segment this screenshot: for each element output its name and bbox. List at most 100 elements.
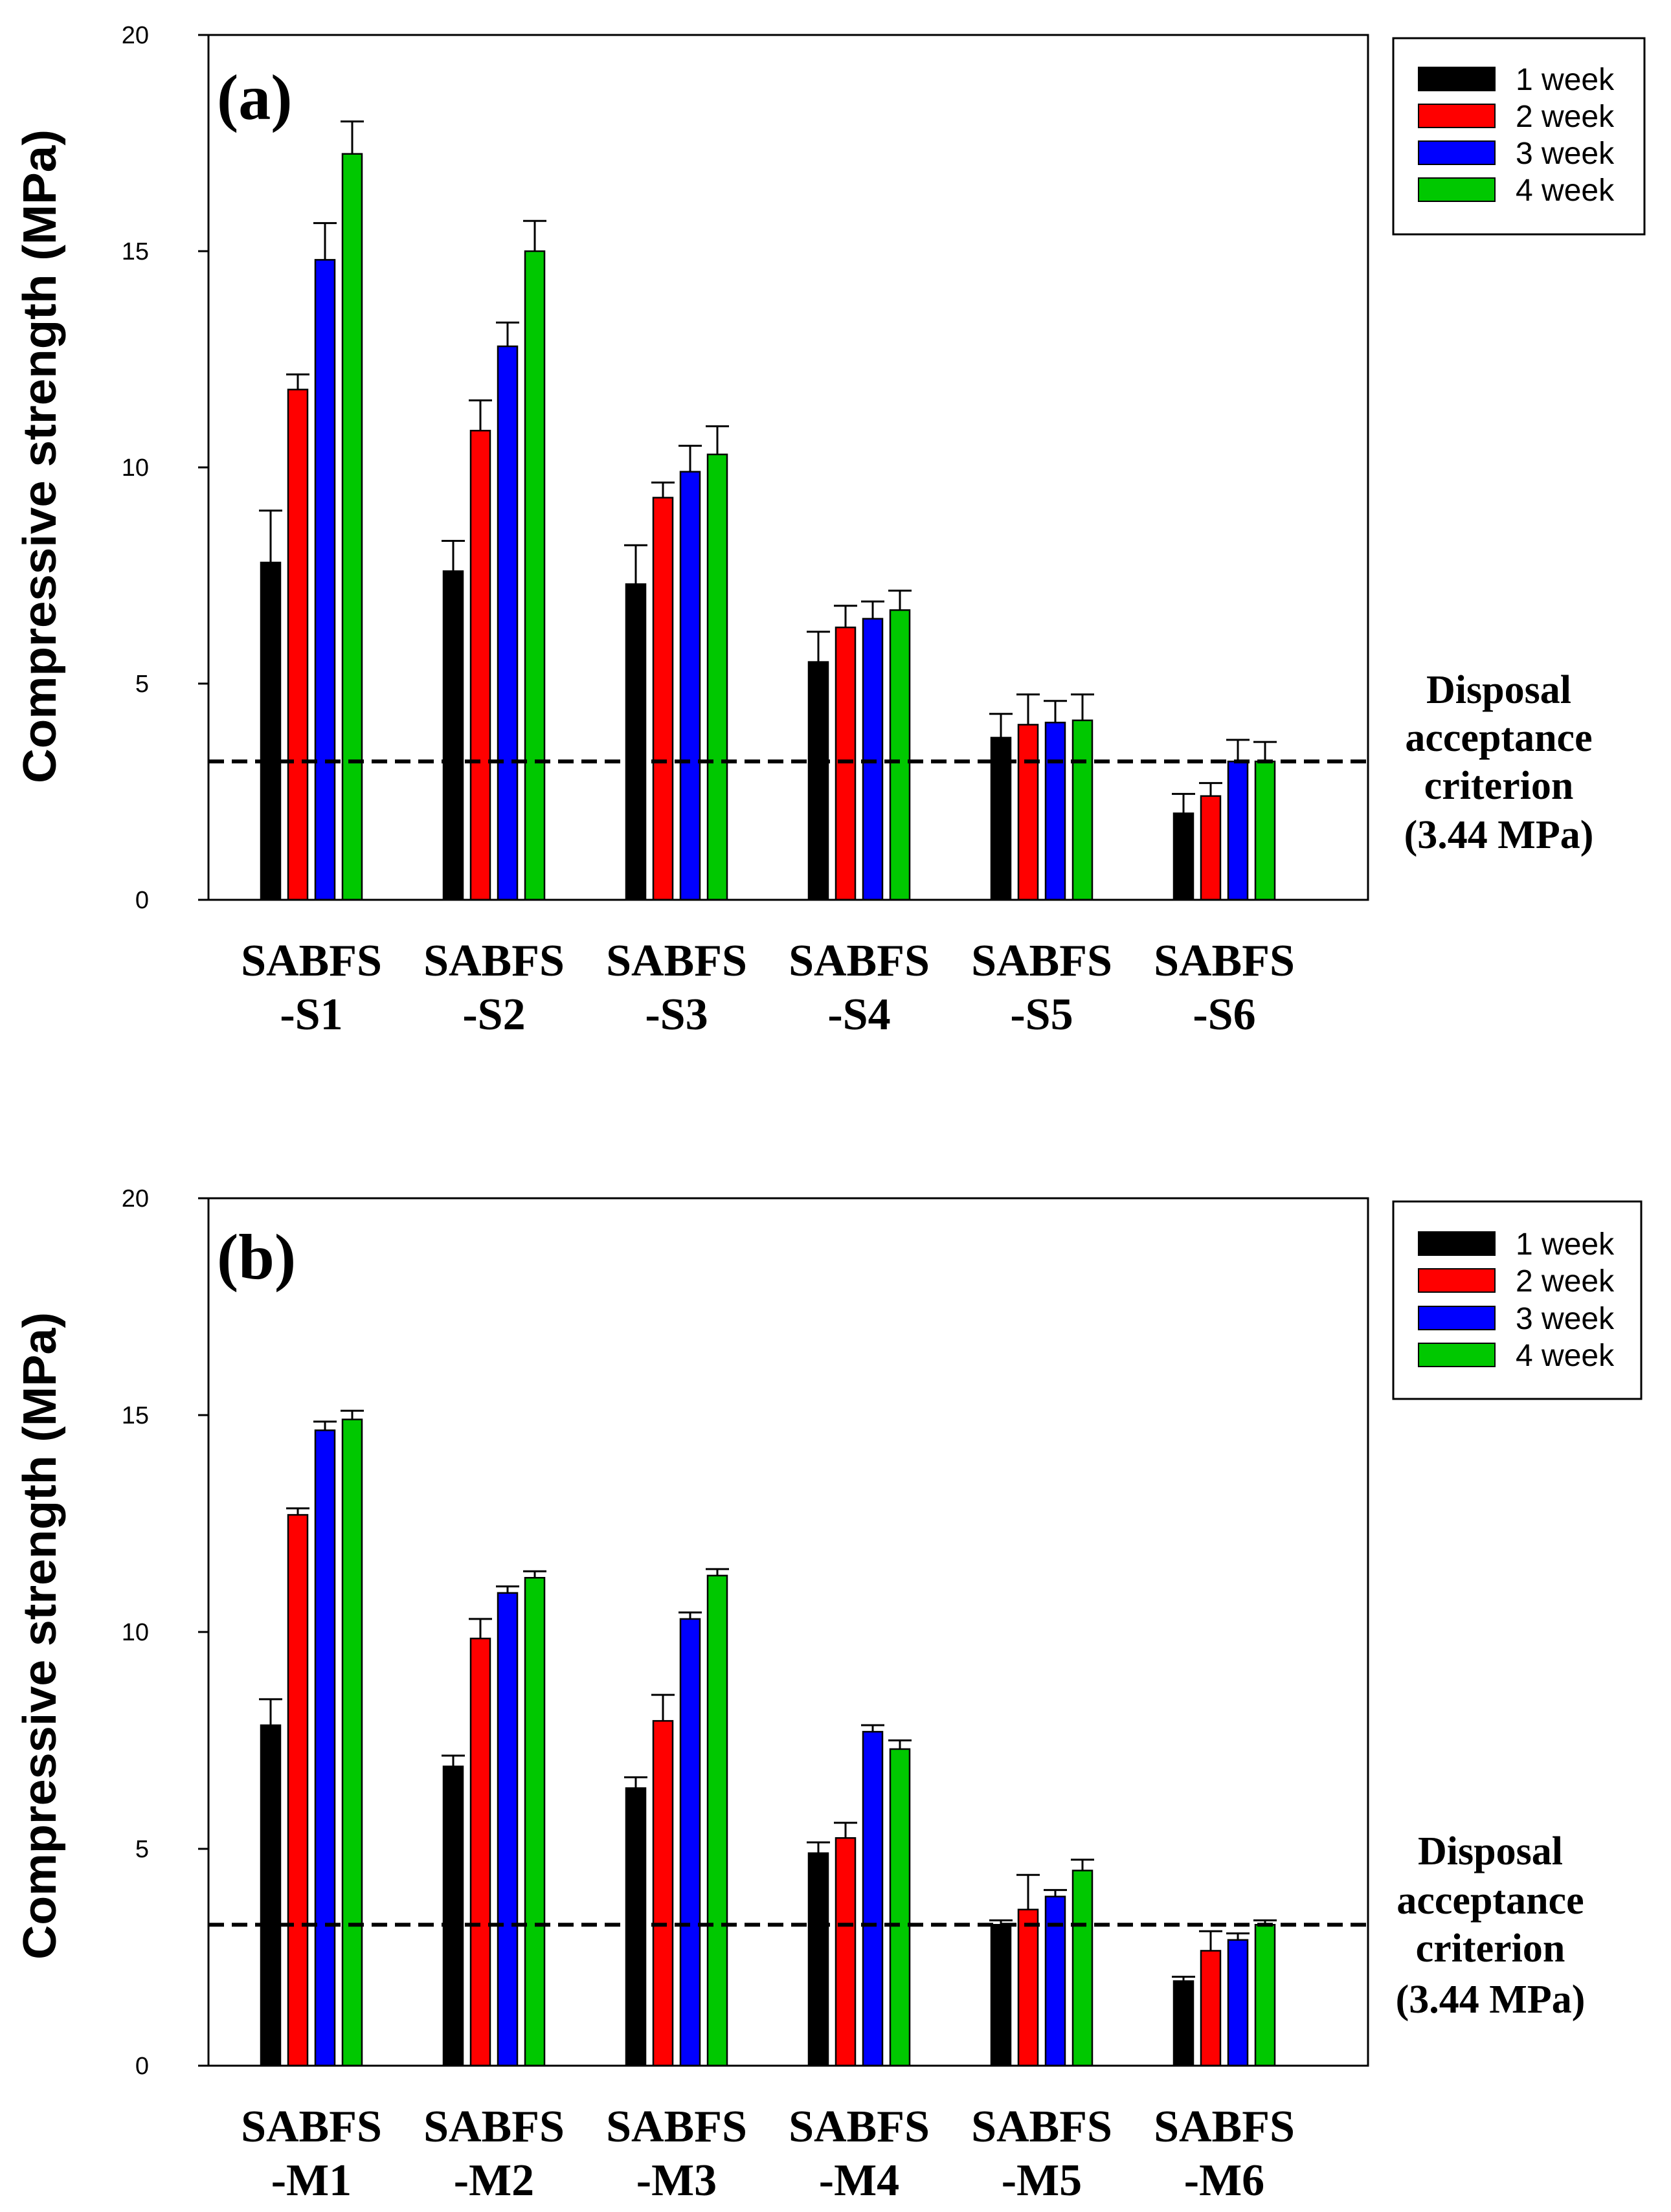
bar-sabfs-s1-3-week [314, 259, 336, 901]
bar-sabfs-m2-3-week [497, 1592, 519, 2067]
bar-sabfs-s3-3-week [679, 471, 701, 901]
category-label-sabfs-m2-line-2: -M2 [454, 2156, 534, 2206]
category-label-sabfs-s4-line-1: SABFS [789, 936, 930, 986]
category-label-sabfs-m5-line-2: -M5 [1002, 2156, 1082, 2206]
bar-sabfs-s2-2-week [469, 429, 491, 901]
bar-sabfs-s6-1-week [1172, 812, 1194, 901]
panel-a-legend: 1 week 2 week 3 week 4 week [1392, 37, 1646, 236]
panel-a-y-tick-label-10: 10 [122, 454, 149, 482]
panel-b-y-axis-label: Compressive strength (MPa) [14, 1312, 66, 1960]
bar-sabfs-s5-2-week [1017, 724, 1039, 901]
panel-a-legend-swatch-2-week [1418, 104, 1496, 128]
panel-a-criterion-text-line-1: Disposal [1426, 668, 1571, 712]
panel-a-legend-label-2-week: 2 week [1516, 100, 1615, 134]
bar-sabfs-m4-3-week [862, 1730, 884, 2067]
category-label-sabfs-s1-line-2: -S1 [280, 990, 342, 1040]
panel-b-legend: 1 week 2 week 3 week 4 week [1392, 1200, 1643, 1400]
bar-sabfs-m6-2-week [1200, 1950, 1222, 2067]
bar-sabfs-s1-1-week [260, 561, 282, 901]
bar-sabfs-s3-4-week [706, 453, 728, 901]
panel-b-legend-label-3-week: 3 week [1516, 1302, 1615, 1336]
panel-b-y-tick-label-10: 10 [122, 1619, 149, 1646]
panel-b-criterion-text-line-1: Disposal [1418, 1829, 1563, 1873]
panel-b-y-tick-label-5: 5 [135, 1836, 149, 1863]
panel-a-plot-frame [207, 34, 1369, 901]
category-label-sabfs-m2-line-1: SABFS [423, 2102, 565, 2152]
panel-a-label: (a) [217, 61, 293, 133]
panel-b-legend-label-4-week: 4 week [1516, 1339, 1615, 1373]
panel-b-criterion-text-line-4: (3.44 MPa) [1396, 1978, 1586, 2022]
panel-b-legend-swatch-2-week [1418, 1268, 1496, 1293]
bar-sabfs-m3-1-week [625, 1787, 647, 2067]
bar-sabfs-m6-1-week [1172, 1980, 1194, 2067]
bar-sabfs-m5-2-week [1017, 1908, 1039, 2067]
panel-a-y-tick-label-5: 5 [135, 671, 149, 698]
bar-sabfs-m1-3-week [314, 1429, 336, 2067]
category-label-sabfs-m1-line-1: SABFS [241, 2102, 382, 2152]
category-label-sabfs-s3-line-1: SABFS [606, 936, 747, 986]
panel-b-legend-label-1-week: 1 week [1516, 1227, 1615, 1262]
panel-a-legend-label-4-week: 4 week [1516, 173, 1615, 208]
panel-b-criterion-text-line-3: criterion [1416, 1927, 1565, 1971]
panel-b-legend-swatch-1-week [1418, 1231, 1496, 1256]
bar-sabfs-s3-2-week [652, 497, 674, 901]
panel-b-label: (b) [217, 1221, 296, 1293]
panel-a-criterion-text-line-4: (3.44 MPa) [1404, 813, 1594, 857]
panel-b-disposal-criterion-annotation: Disposal acceptance criterion (3.44 MPa) [1396, 1829, 1586, 2022]
bar-sabfs-m3-4-week [706, 1574, 728, 2067]
panel-a-marks: 05101520SABFS-S1SABFS-S2SABFS-S3SABFS-S4… [122, 22, 1368, 1040]
panel-b-plot-frame [207, 1197, 1369, 2067]
category-label-sabfs-s2-line-1: SABFS [423, 936, 565, 986]
bar-sabfs-m3-3-week [679, 1618, 701, 2067]
panel-b-marks: 05101520SABFS-M1SABFS-M2SABFS-M3SABFS-M4… [122, 1185, 1368, 2206]
category-label-sabfs-m1-line-2: -M1 [271, 2156, 352, 2206]
category-label-sabfs-s5-line-2: -S5 [1010, 990, 1073, 1040]
panel-b-legend-swatch-3-week [1418, 1306, 1496, 1330]
panel-a: 05101520SABFS-S1SABFS-S2SABFS-S3SABFS-S4… [14, 22, 1646, 1040]
category-label-sabfs-m3-line-1: SABFS [606, 2102, 747, 2152]
bar-sabfs-s5-3-week [1044, 721, 1066, 901]
bar-sabfs-s4-4-week [889, 609, 911, 901]
bar-sabfs-m2-4-week [524, 1577, 546, 2067]
panel-a-disposal-criterion-annotation: Disposal acceptance criterion (3.44 MPa) [1404, 668, 1594, 857]
bar-sabfs-s5-4-week [1071, 719, 1093, 901]
category-label-sabfs-s5-line-1: SABFS [971, 936, 1112, 986]
bar-sabfs-s6-4-week [1254, 760, 1276, 901]
panel-a-legend-label-1-week: 1 week [1516, 63, 1615, 97]
category-label-sabfs-m6-line-1: SABFS [1154, 2102, 1295, 2152]
category-label-sabfs-s6-line-1: SABFS [1154, 936, 1295, 986]
panel-b-y-tick-label-15: 15 [122, 1402, 149, 1429]
bar-sabfs-m6-4-week [1254, 1924, 1276, 2067]
panel-a-criterion-text-line-3: criterion [1424, 764, 1574, 808]
category-label-sabfs-m6-line-2: -M6 [1184, 2156, 1264, 2206]
bar-sabfs-m1-1-week [260, 1724, 282, 2067]
bar-sabfs-s3-1-week [625, 583, 647, 901]
panel-b-legend-label-2-week: 2 week [1516, 1264, 1615, 1299]
panel-a-y-tick-label-0: 0 [135, 887, 149, 914]
category-label-sabfs-m4-line-2: -M4 [819, 2156, 899, 2206]
panel-a-y-tick-label-15: 15 [122, 238, 149, 265]
bar-sabfs-s1-4-week [341, 153, 363, 901]
panel-a-criterion-text-line-2: acceptance [1405, 716, 1592, 760]
bar-sabfs-s2-3-week [497, 345, 519, 901]
bar-sabfs-s6-3-week [1227, 760, 1249, 901]
category-label-sabfs-s6-line-2: -S6 [1193, 990, 1255, 1040]
panel-a-legend-swatch-3-week [1418, 140, 1496, 165]
bar-sabfs-s5-1-week [990, 737, 1012, 901]
bar-sabfs-m5-3-week [1044, 1895, 1066, 2067]
bar-sabfs-s6-2-week [1200, 795, 1222, 901]
bar-sabfs-m4-1-week [807, 1852, 829, 2067]
panel-a-y-axis-label: Compressive strength (MPa) [14, 129, 66, 783]
panel-b-legend-swatch-4-week [1418, 1343, 1496, 1367]
bar-sabfs-s1-2-week [287, 388, 309, 901]
bar-sabfs-m2-1-week [442, 1765, 464, 2067]
panel-a-legend-swatch-1-week [1418, 67, 1496, 91]
category-label-sabfs-s3-line-2: -S3 [645, 990, 708, 1040]
panel-b-criterion-text-line-2: acceptance [1396, 1879, 1584, 1923]
category-label-sabfs-s4-line-2: -S4 [827, 990, 890, 1040]
category-label-sabfs-m3-line-2: -M3 [636, 2156, 717, 2206]
category-label-sabfs-m5-line-1: SABFS [971, 2102, 1112, 2152]
panel-a-legend-label-3-week: 3 week [1516, 137, 1615, 171]
bar-sabfs-s2-1-week [442, 570, 464, 901]
